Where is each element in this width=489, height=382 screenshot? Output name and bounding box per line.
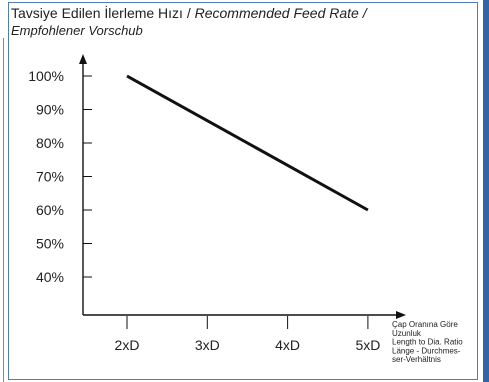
chart-title-german: Empfohlener Vorschub [11,23,143,38]
chart-title: Tavsiye Edilen İlerleme Hızı / Recommend… [11,5,471,22]
left-panel-edge [0,38,4,382]
y-ticks: 100% 90% 80% 70% 60% 50% 40% [28,68,92,285]
x-tick-label: 2xD [115,337,140,353]
y-axis-arrow [79,54,87,64]
x-axis-label-line: ser-Verhältnis [392,355,441,364]
y-tick-label: 80% [36,135,64,151]
y-tick-label: 100% [28,68,64,84]
x-tick-label: 5xD [355,337,380,353]
right-accent-rail [483,0,489,382]
x-axis-label-line: Länge - Durchmes- [392,346,461,355]
y-tick-label: 90% [36,102,64,118]
x-axis-label-line: Length to Dia. Ratio [392,338,463,347]
y-tick-label: 70% [36,169,64,185]
x-axis-arrow [396,311,406,319]
x-tick-label: 3xD [195,337,220,353]
x-axis-label-line: Çap Oranına Göre [392,320,458,329]
series-group [126,74,369,212]
chart-title-english: Recommended Feed Rate / [194,5,367,21]
x-tick-label: 4xD [275,337,300,353]
x-axis-label-line: Uzunluk [392,329,422,338]
axes [79,54,406,319]
y-tick-label: 40% [36,269,64,285]
y-tick-label: 50% [36,236,64,252]
series-line [126,74,369,212]
x-ticks: 2xD 3xD 4xD 5xD [115,316,380,353]
chart-title-turkish: Tavsiye Edilen İlerleme Hızı / [11,5,195,21]
y-tick-label: 60% [36,202,64,218]
